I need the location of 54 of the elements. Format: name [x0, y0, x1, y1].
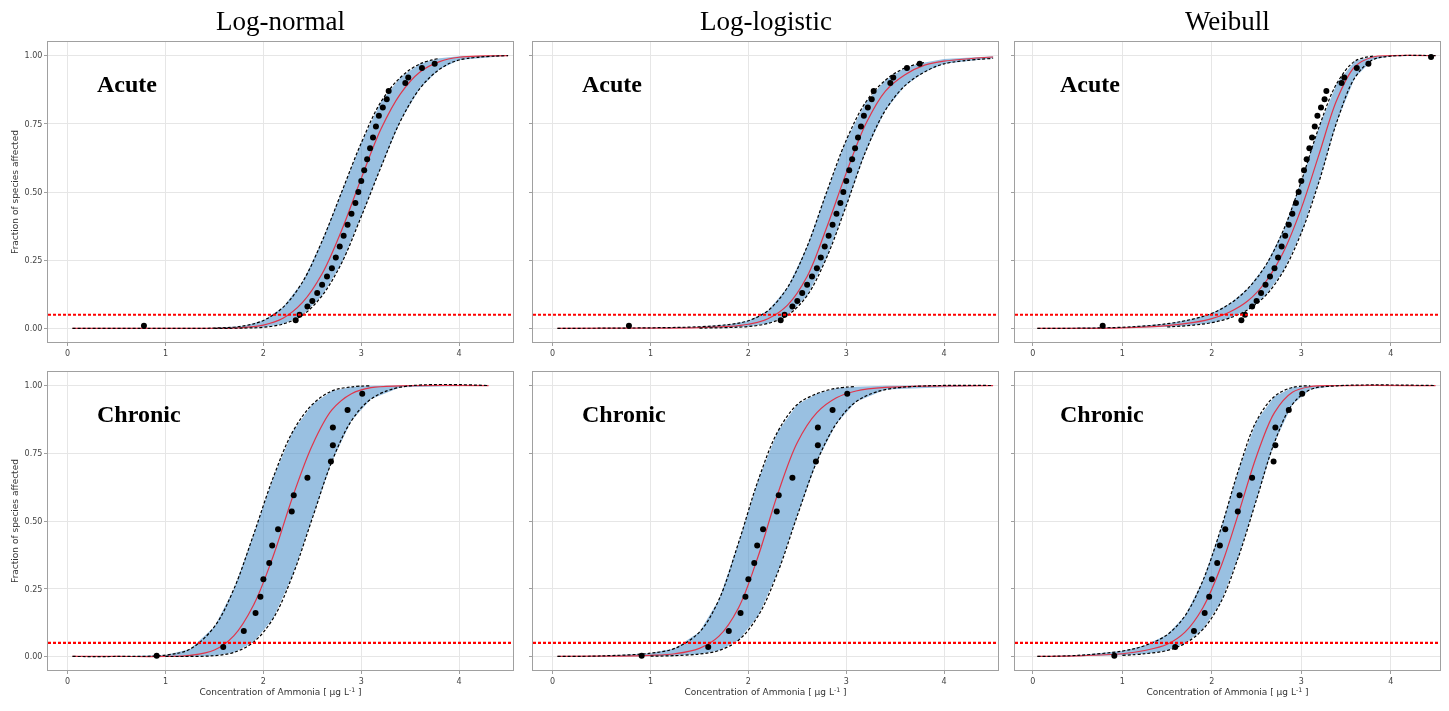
y-tick-label: 0.25 — [24, 584, 43, 594]
chart-title: Log-logistic — [700, 6, 832, 36]
y-axis-title: Fraction of species affected — [9, 459, 20, 583]
y-tick-label: 0.75 — [24, 119, 43, 129]
x-tick-label: 0 — [65, 676, 71, 686]
x-tick-label: 2 — [1209, 676, 1215, 686]
chart-title: Log-normal — [216, 6, 345, 36]
x-tick-label: 3 — [843, 348, 849, 358]
x-tick-label: 3 — [358, 348, 364, 358]
x-tick-label: 4 — [456, 676, 462, 686]
x-tick-label: 3 — [358, 676, 364, 686]
x-tick-label: 1 — [647, 676, 654, 686]
x-tick-label: 3 — [1298, 676, 1304, 686]
x-tick-label: 1 — [162, 348, 169, 358]
x-tick-label: 2 — [745, 348, 751, 358]
y-axis-title: Fraction of species affected — [9, 130, 20, 254]
x-tick-label: 2 — [745, 676, 751, 686]
y-tick-label: 0.75 — [24, 449, 43, 459]
x-axis-title: Concentration of Ammonia [ μg L$^{-1}$ ] — [1146, 685, 1309, 698]
x-tick-label: 4 — [1388, 676, 1394, 686]
chart-title: Weibull — [1185, 6, 1270, 36]
y-tick-label: 0.25 — [24, 255, 43, 265]
x-tick-label: 1 — [1119, 348, 1125, 358]
y-tick-label: 0.50 — [24, 187, 43, 197]
x-tick-label: 4 — [456, 348, 462, 358]
x-tick-label: 0 — [1030, 348, 1036, 358]
x-tick-label: 0 — [65, 348, 71, 358]
y-tick-label: 0.00 — [24, 652, 43, 662]
x-tick-label: 0 — [550, 348, 556, 358]
x-axis-title: Concentration of Ammonia [ μg L$^{-1}$ ] — [199, 685, 362, 698]
x-tick-label: 4 — [1388, 348, 1394, 358]
x-axis-title: Concentration of Ammonia [ μg L$^{-1}$ ] — [684, 685, 847, 698]
annotation: Chronic — [582, 401, 666, 427]
x-tick-label: 2 — [260, 676, 266, 686]
x-tick-label: 3 — [1298, 348, 1304, 358]
x-tick-label: 2 — [1209, 348, 1215, 358]
annotation: Acute — [1060, 71, 1121, 97]
x-tick-label: 2 — [260, 348, 266, 358]
x-tick-label: 4 — [941, 676, 947, 686]
y-tick-label: 1.00 — [24, 51, 43, 61]
x-tick-label: 1 — [647, 348, 654, 358]
x-tick-label: 0 — [550, 676, 556, 686]
annotation: Chronic — [1060, 401, 1144, 427]
annotation: Acute — [97, 71, 158, 97]
x-tick-label: 3 — [843, 676, 849, 686]
x-tick-label: 0 — [1030, 676, 1036, 686]
x-tick-label: 4 — [941, 348, 947, 358]
y-tick-label: 0.50 — [24, 516, 43, 526]
annotation: Acute — [582, 71, 643, 97]
x-tick-label: 1 — [1119, 676, 1125, 686]
y-tick-label: 0.00 — [24, 324, 43, 334]
annotation: Chronic — [97, 401, 181, 427]
x-tick-label: 1 — [162, 676, 169, 686]
y-tick-label: 1.00 — [24, 381, 43, 391]
